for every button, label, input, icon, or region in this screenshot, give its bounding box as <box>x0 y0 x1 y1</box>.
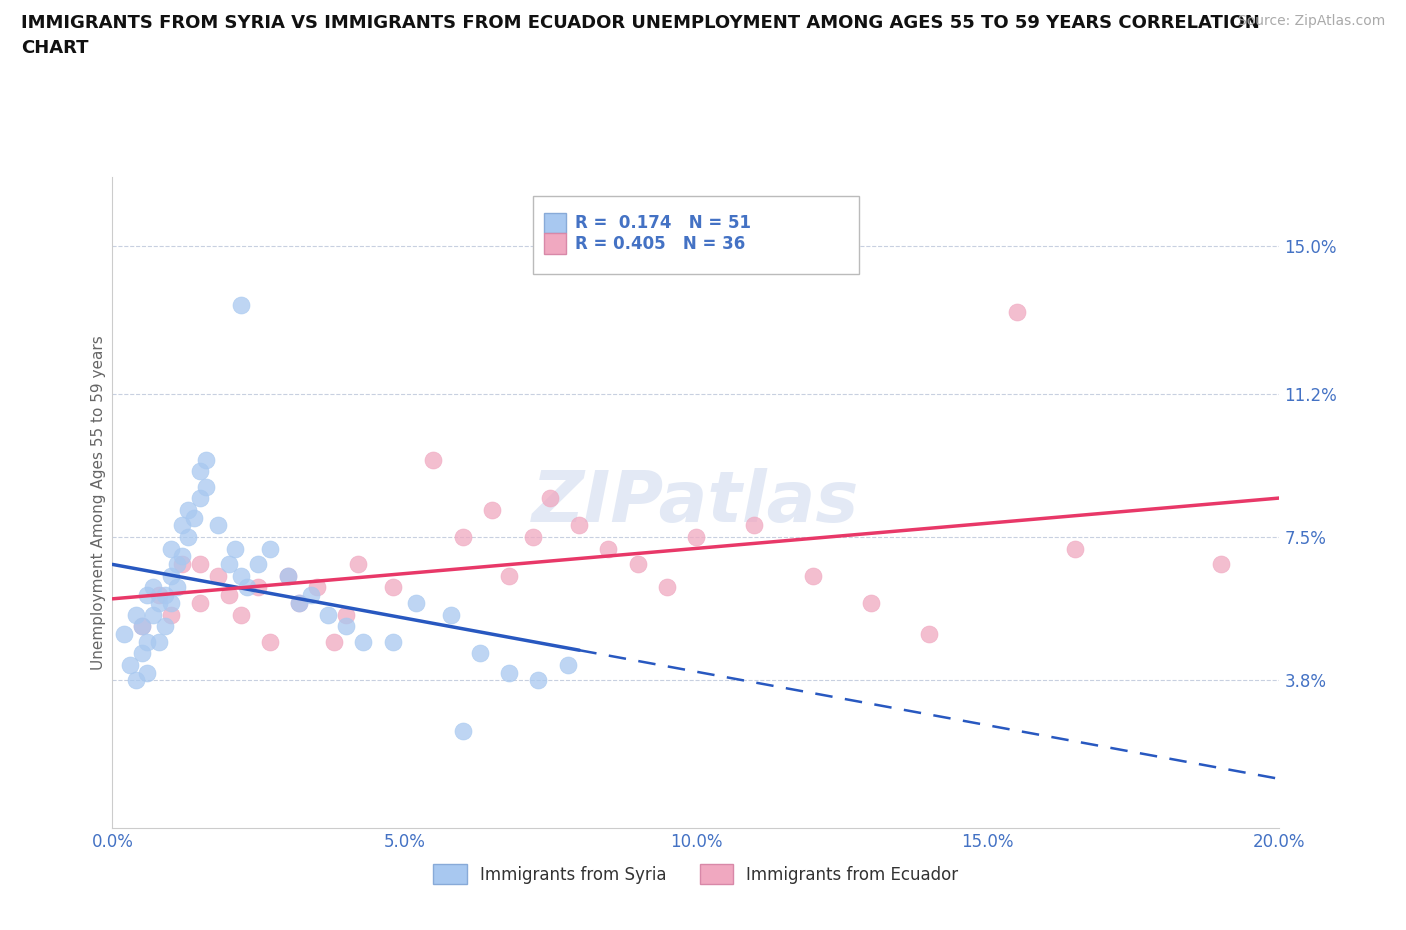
Point <box>188 557 211 572</box>
Point <box>148 634 170 649</box>
Point <box>172 557 194 572</box>
Text: Source: ZipAtlas.com: Source: ZipAtlas.com <box>1237 14 1385 28</box>
Text: R = 0.405   N = 36: R = 0.405 N = 36 <box>575 234 745 253</box>
Point <box>188 491 211 506</box>
Text: R =  0.174   N = 51: R = 0.174 N = 51 <box>575 214 751 232</box>
Point <box>742 518 765 533</box>
Point <box>136 588 159 603</box>
Text: IMMIGRANTS FROM SYRIA VS IMMIGRANTS FROM ECUADOR UNEMPLOYMENT AMONG AGES 55 TO 5: IMMIGRANTS FROM SYRIA VS IMMIGRANTS FROM… <box>21 14 1260 57</box>
Point <box>381 634 404 649</box>
Point <box>335 618 357 633</box>
Point <box>685 530 707 545</box>
Point <box>172 518 194 533</box>
Point <box>481 502 503 517</box>
Point <box>207 568 229 583</box>
Point <box>498 665 520 680</box>
Point <box>188 595 211 610</box>
Point <box>131 618 153 633</box>
Point <box>288 595 311 610</box>
Point <box>247 557 270 572</box>
Point <box>153 588 176 603</box>
Point <box>142 607 165 622</box>
Point <box>335 607 357 622</box>
Point <box>346 557 368 572</box>
Point <box>299 588 322 603</box>
Point <box>440 607 463 622</box>
Point <box>188 464 211 479</box>
Point <box>538 491 561 506</box>
Point <box>177 530 200 545</box>
Point <box>247 580 270 595</box>
Point <box>305 580 328 595</box>
Point <box>527 673 550 688</box>
Point <box>259 541 281 556</box>
Point <box>568 518 591 533</box>
Point <box>166 557 188 572</box>
Point <box>860 595 883 610</box>
Point <box>229 568 252 583</box>
Y-axis label: Unemployment Among Ages 55 to 59 years: Unemployment Among Ages 55 to 59 years <box>90 335 105 670</box>
Point <box>323 634 346 649</box>
Point <box>207 518 229 533</box>
Point <box>218 557 240 572</box>
Point <box>627 557 650 572</box>
Point <box>352 634 374 649</box>
Point <box>451 724 474 738</box>
Point <box>288 595 311 610</box>
Legend: Immigrants from Syria, Immigrants from Ecuador: Immigrants from Syria, Immigrants from E… <box>426 857 966 891</box>
Point <box>166 580 188 595</box>
Point <box>1005 305 1028 320</box>
Point <box>276 568 298 583</box>
Point <box>148 595 170 610</box>
Point <box>125 607 148 622</box>
Point <box>118 658 141 672</box>
Point <box>194 479 217 494</box>
Point <box>522 530 544 545</box>
Point <box>405 595 427 610</box>
Point <box>498 568 520 583</box>
Point <box>229 298 252 312</box>
Point <box>172 549 194 564</box>
Point <box>235 580 257 595</box>
Point <box>557 658 579 672</box>
Point <box>112 627 135 642</box>
Point <box>131 618 153 633</box>
Point <box>801 568 824 583</box>
Point <box>918 627 941 642</box>
Point <box>1064 541 1087 556</box>
Point <box>451 530 474 545</box>
Point <box>229 607 252 622</box>
Point <box>468 646 491 661</box>
Point <box>131 646 153 661</box>
Point <box>381 580 404 595</box>
Text: ZIPatlas: ZIPatlas <box>533 468 859 537</box>
Point <box>218 588 240 603</box>
Point <box>160 568 183 583</box>
Point <box>194 452 217 467</box>
Point <box>153 618 176 633</box>
Point <box>422 452 444 467</box>
Point <box>148 588 170 603</box>
Point <box>142 580 165 595</box>
Point <box>160 541 183 556</box>
Point <box>1209 557 1232 572</box>
Point <box>183 511 205 525</box>
Point <box>598 541 620 556</box>
Point <box>276 568 298 583</box>
Point <box>318 607 340 622</box>
Point <box>160 595 183 610</box>
Point <box>160 607 183 622</box>
Point <box>224 541 246 556</box>
Point <box>177 502 200 517</box>
Point <box>655 580 678 595</box>
Point <box>136 634 159 649</box>
Point <box>259 634 281 649</box>
Point <box>125 673 148 688</box>
Point <box>136 665 159 680</box>
